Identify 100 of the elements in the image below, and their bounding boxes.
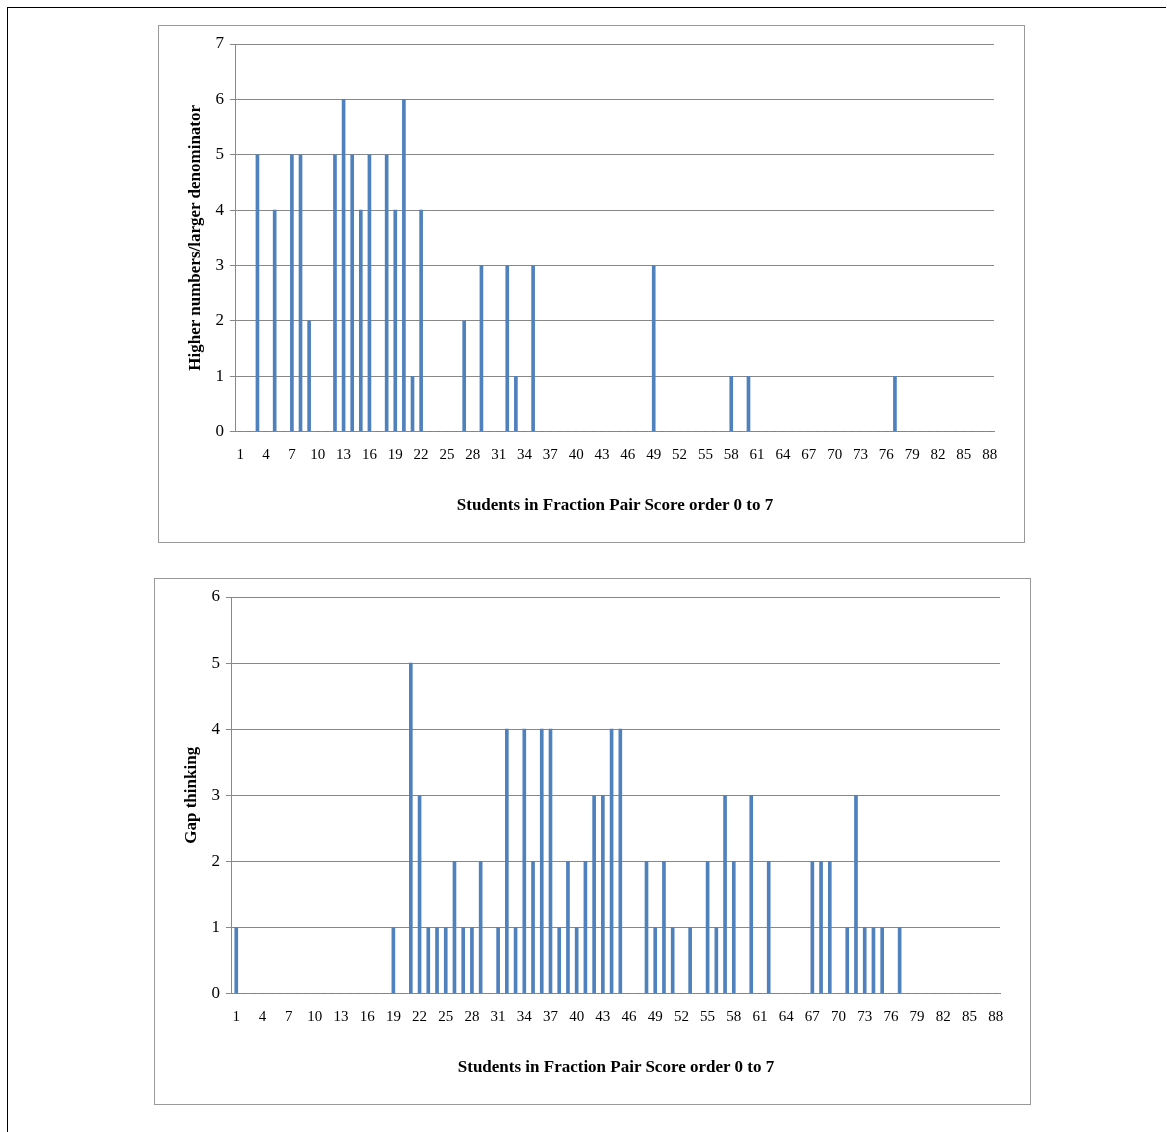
x-tick-label: 4 <box>258 1007 267 1024</box>
bar <box>522 728 527 994</box>
y-tick-label: 0 <box>211 983 220 1003</box>
x-tick-label: 61 <box>749 445 765 462</box>
bar <box>496 927 500 994</box>
x-tick-label: 64 <box>778 1007 795 1024</box>
bar <box>566 861 570 994</box>
bar <box>845 927 850 994</box>
x-tick-label: 55 <box>697 445 713 462</box>
x-tick-label: 73 <box>857 1007 873 1024</box>
bar <box>653 927 658 994</box>
bar <box>601 794 605 994</box>
x-tick-label: 1 <box>236 445 244 462</box>
x-tick-label: 7 <box>284 1007 293 1024</box>
x-tick-label: 22 <box>412 1007 428 1024</box>
y-tick-label: 1 <box>211 916 220 936</box>
bar <box>505 728 509 994</box>
x-tick-label: 58 <box>723 445 739 462</box>
bar <box>827 861 832 994</box>
y-tick-label: 7 <box>215 33 225 53</box>
x-tick-label: 88 <box>982 445 998 462</box>
x-tick-label: 19 <box>385 1007 401 1024</box>
x-axis-title: Students in Fraction Pair Score order 0 to 7 <box>457 1057 775 1077</box>
bar <box>854 794 858 994</box>
x-tick-label: 37 <box>542 445 559 462</box>
x-tick-label: 82 <box>930 445 946 462</box>
x-tick-label: 28 <box>464 1007 480 1024</box>
y-tick-label: 1 <box>215 365 224 385</box>
x-tick-label: 10 <box>307 1007 323 1024</box>
x-tick-label: 7 <box>288 445 297 462</box>
bar <box>714 927 719 994</box>
y-axis-title: Gap thinking <box>180 746 200 844</box>
x-tick-label: 61 <box>752 1007 768 1024</box>
bar <box>574 927 579 994</box>
x-tick-label: 64 <box>775 445 791 462</box>
x-tick-label: 88 <box>988 1007 1004 1024</box>
bar <box>729 375 734 432</box>
bar <box>505 265 510 432</box>
bar <box>419 209 423 432</box>
bar <box>539 728 544 994</box>
bar <box>234 927 239 994</box>
y-tick-label: 2 <box>211 850 220 870</box>
bar <box>670 927 675 994</box>
bar <box>290 154 294 432</box>
x-tick-label: 13 <box>333 1007 349 1024</box>
bar <box>531 861 535 994</box>
x-tick-label: 76 <box>878 445 895 462</box>
x-tick-label: 49 <box>646 445 662 462</box>
x-tick-label: 46 <box>621 1007 638 1024</box>
x-tick-label: 79 <box>909 1007 925 1024</box>
x-tick-label: 46 <box>620 445 636 462</box>
bar <box>723 794 727 994</box>
x-tick-label: 16 <box>359 1007 376 1024</box>
x-tick-label: 19 <box>387 445 403 462</box>
bar <box>862 927 867 994</box>
x-tick-label: 70 <box>831 1007 847 1024</box>
x-tick-label: 28 <box>465 445 481 462</box>
x-tick-label: 70 <box>827 445 843 462</box>
x-tick-label: 16 <box>361 445 378 462</box>
bar <box>514 375 518 432</box>
x-tick-label: 55 <box>700 1007 716 1024</box>
x-tick-label: 40 <box>569 1007 585 1024</box>
x-tick-label: 25 <box>439 445 455 462</box>
x-tick-label: 13 <box>336 445 352 462</box>
bar <box>443 927 448 994</box>
x-tick-label: 37 <box>542 1007 559 1024</box>
bar <box>592 794 596 994</box>
bar <box>766 861 771 994</box>
y-tick-label: 6 <box>215 88 224 108</box>
bar <box>531 265 535 432</box>
y-tick-label: 0 <box>215 421 224 441</box>
x-tick-label: 40 <box>568 445 584 462</box>
x-tick-label: 52 <box>673 1007 689 1024</box>
x-tick-label: 73 <box>852 445 868 462</box>
x-tick-label: 22 <box>413 445 429 462</box>
x-tick-label: 4 <box>262 445 271 462</box>
bar <box>893 375 897 432</box>
x-tick-label: 34 <box>516 1007 533 1024</box>
bar <box>350 154 355 432</box>
bar <box>461 927 466 994</box>
bar <box>307 320 311 432</box>
bar <box>426 927 431 994</box>
x-tick-label: 31 <box>491 445 507 462</box>
x-tick-label: 34 <box>516 445 533 462</box>
bar <box>435 927 439 994</box>
x-tick-label: 52 <box>672 445 688 462</box>
y-tick-label: 2 <box>215 310 224 330</box>
x-tick-label: 43 <box>595 1007 611 1024</box>
bar <box>749 794 754 994</box>
x-tick-label: 82 <box>935 1007 951 1024</box>
x-tick-label: 1 <box>232 1007 241 1024</box>
x-tick-label: 85 <box>961 1007 977 1024</box>
x-tick-label: 67 <box>804 1007 821 1024</box>
y-tick-label: 5 <box>211 652 220 672</box>
y-tick-label: 3 <box>211 784 220 804</box>
bar <box>393 209 398 432</box>
y-tick-label: 3 <box>215 254 224 274</box>
y-tick-label: 4 <box>215 199 225 219</box>
x-axis-title: Students in Fraction Pair Score order 0 to 7 <box>456 495 774 515</box>
y-tick-label: 5 <box>215 144 224 164</box>
